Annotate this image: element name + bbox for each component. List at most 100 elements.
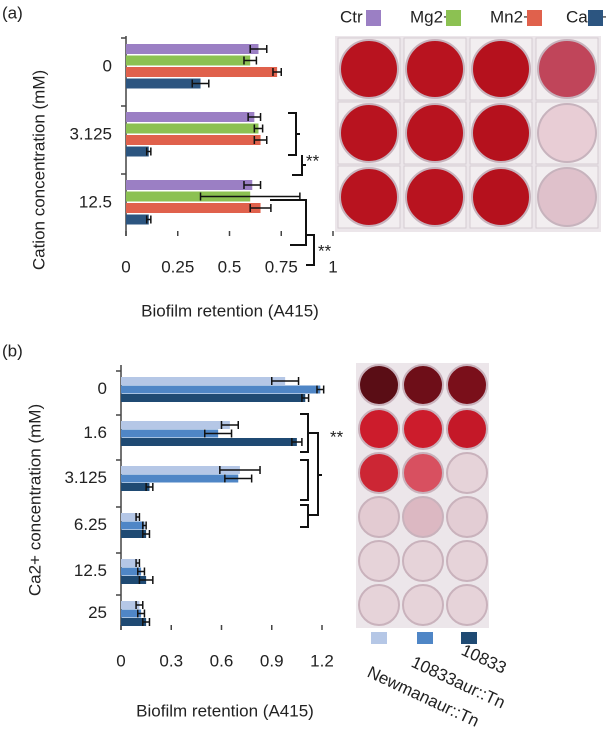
error-bar bbox=[199, 192, 301, 201]
well bbox=[402, 452, 444, 494]
legend-swatch bbox=[527, 10, 542, 26]
y-tick-label: 6.25 bbox=[74, 515, 107, 534]
bar bbox=[121, 466, 240, 474]
well bbox=[446, 584, 488, 626]
well bbox=[358, 540, 400, 582]
error-bar bbox=[135, 559, 141, 567]
error-bar bbox=[224, 474, 253, 483]
well bbox=[402, 364, 444, 406]
y-tick-label: 12.5 bbox=[79, 192, 112, 211]
error-bar bbox=[145, 147, 152, 156]
x-tick-label: 0.5 bbox=[218, 257, 242, 276]
x-tick-label: 0.25 bbox=[161, 257, 194, 276]
bar bbox=[121, 474, 239, 483]
y-tick-label: 25 bbox=[88, 603, 107, 622]
y-axis-label: Cation concentration (mM) bbox=[29, 70, 48, 270]
well bbox=[446, 540, 488, 582]
error-bar bbox=[301, 394, 310, 402]
error-bar bbox=[220, 421, 239, 429]
error-bar bbox=[191, 79, 210, 88]
error-bar bbox=[272, 68, 282, 76]
bar bbox=[121, 438, 297, 446]
well bbox=[358, 584, 400, 626]
bar bbox=[121, 567, 142, 576]
bar bbox=[126, 55, 251, 66]
annotation: ** bbox=[306, 151, 320, 170]
bar bbox=[121, 377, 286, 385]
bar bbox=[121, 530, 147, 538]
well bbox=[537, 39, 597, 99]
error-bar bbox=[138, 576, 154, 584]
error-bar bbox=[243, 56, 258, 65]
bar bbox=[126, 214, 149, 225]
y-tick-label: 0 bbox=[98, 379, 107, 398]
bar bbox=[126, 135, 261, 145]
legend-label: Ctr bbox=[340, 7, 363, 26]
error-bar bbox=[316, 385, 325, 394]
bar bbox=[126, 191, 251, 202]
bracket bbox=[270, 112, 307, 246]
error-bar bbox=[253, 136, 268, 144]
legend-label: Mn2+ bbox=[490, 7, 533, 26]
y-tick-label: 0 bbox=[103, 56, 112, 75]
error-bar bbox=[135, 513, 141, 521]
error-bar bbox=[145, 215, 152, 224]
bar bbox=[126, 180, 253, 190]
panel-label: (b) bbox=[2, 341, 23, 360]
bracket bbox=[306, 234, 315, 266]
error-bar bbox=[137, 609, 146, 618]
error-bar bbox=[137, 567, 146, 576]
bar bbox=[126, 112, 255, 122]
x-tick-label: 0.75 bbox=[265, 257, 298, 276]
bar bbox=[121, 559, 138, 567]
bar bbox=[121, 513, 138, 521]
y-tick-label: 3.125 bbox=[69, 124, 112, 143]
bar bbox=[121, 429, 219, 438]
bar bbox=[126, 203, 261, 213]
bar bbox=[126, 44, 259, 54]
panel-label: (a) bbox=[2, 3, 23, 22]
error-bar bbox=[219, 466, 261, 474]
x-tick-label: 0.9 bbox=[260, 651, 284, 670]
y-tick-label: 12.5 bbox=[74, 561, 107, 580]
well bbox=[446, 496, 488, 538]
annotation: ** bbox=[330, 427, 344, 446]
well bbox=[446, 408, 488, 450]
error-bar bbox=[249, 45, 268, 53]
x-tick-label: 1 bbox=[328, 257, 337, 276]
well bbox=[405, 103, 465, 163]
error-bar bbox=[142, 530, 151, 538]
well bbox=[402, 408, 444, 450]
well bbox=[405, 39, 465, 99]
well bbox=[339, 39, 399, 99]
error-bar bbox=[142, 521, 147, 530]
plate-photos bbox=[335, 36, 601, 628]
legend-swatch bbox=[366, 10, 381, 26]
well bbox=[471, 167, 531, 227]
well bbox=[402, 584, 444, 626]
bar bbox=[126, 78, 201, 89]
well bbox=[537, 167, 597, 227]
bar bbox=[126, 146, 149, 157]
x-tick-label: 0.3 bbox=[159, 651, 183, 670]
legend-swatch bbox=[446, 10, 461, 26]
legend-swatch bbox=[588, 10, 603, 26]
legend-swatch bbox=[461, 632, 477, 644]
well bbox=[471, 103, 531, 163]
well bbox=[471, 39, 531, 99]
error-bar bbox=[253, 124, 264, 133]
bar bbox=[121, 385, 321, 394]
well bbox=[358, 408, 400, 450]
error-bar bbox=[247, 113, 262, 121]
bar bbox=[121, 483, 150, 491]
well bbox=[537, 103, 597, 163]
well bbox=[358, 364, 400, 406]
well bbox=[446, 452, 488, 494]
legend-swatch bbox=[417, 632, 433, 644]
bar bbox=[121, 521, 145, 530]
error-bar bbox=[145, 483, 154, 491]
bar bbox=[121, 618, 147, 626]
x-tick-label: 1.2 bbox=[310, 651, 334, 670]
y-axis-label: Ca2+ concentration (mM) bbox=[25, 404, 44, 596]
